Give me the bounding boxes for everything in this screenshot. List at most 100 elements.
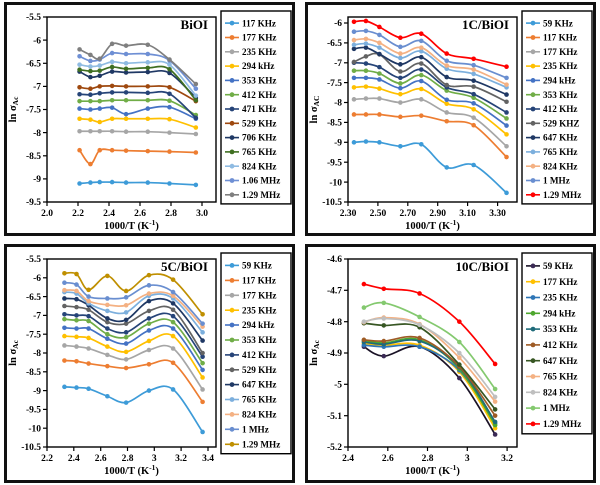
y-tick-label: -9.5 — [327, 158, 342, 168]
marker-647-khz — [105, 316, 110, 321]
legend-item-177-khz: 177 KHz — [526, 47, 577, 57]
marker-1-29-mhz — [351, 19, 357, 25]
marker-824-khz — [145, 60, 151, 65]
marker-294-khz — [504, 123, 509, 128]
series-line-59-khz — [353, 140, 508, 194]
marker-412-khz — [418, 67, 424, 72]
legend-marker — [229, 49, 235, 55]
x-tick-label: 2.6 — [134, 209, 146, 219]
series-line-59-khz — [63, 385, 204, 433]
marker-294-khz — [200, 367, 205, 373]
marker-235-khz — [74, 334, 79, 340]
legend-item-647-khz: 647 KHz — [526, 356, 577, 366]
legend-marker — [530, 342, 536, 348]
marker-1-mhz — [492, 386, 498, 392]
marker-1-mhz — [86, 294, 91, 299]
marker-294-khz — [62, 325, 67, 331]
marker-1-mhz — [377, 32, 382, 38]
legend-item-294-khz: 294 kHz — [526, 308, 575, 318]
marker-529-khz — [74, 304, 79, 310]
legend-label: 412 KHz — [242, 90, 276, 100]
series-line-353-khz — [78, 105, 197, 120]
marker-824-khz — [170, 293, 176, 299]
marker-412-khz — [471, 91, 476, 97]
marker-529-khz — [62, 303, 67, 309]
marker-471-khz — [88, 92, 93, 97]
marker-1-29-mhz — [86, 287, 91, 293]
legend-marker — [229, 35, 235, 40]
legend-marker — [229, 149, 235, 155]
legend-item-294-khz: 294 kHz — [225, 320, 274, 330]
marker-412-khz — [109, 97, 115, 103]
marker-294-khz — [88, 117, 93, 122]
legend-item-824-khz: 824 KHz — [225, 161, 276, 171]
marker-529-khz — [145, 84, 151, 89]
marker-117-khz — [363, 112, 369, 117]
legend-marker — [229, 63, 235, 69]
marker-177-khz — [77, 147, 82, 153]
y-tick-label: -7.5 — [26, 106, 41, 116]
x-tick-label: 2.70 — [399, 209, 416, 219]
series-line-235-khz — [78, 130, 197, 135]
marker-353-khz — [77, 106, 82, 111]
legend-marker — [229, 307, 235, 313]
marker-1-29-mhz — [145, 42, 151, 48]
marker-1-29-mhz — [418, 31, 424, 37]
marker-824-khz — [123, 302, 129, 308]
marker-765-khz — [123, 66, 129, 72]
marker-824-khz — [361, 319, 367, 324]
legend-label: 824 KHz — [242, 161, 276, 171]
legend-marker — [229, 382, 235, 387]
marker-177-khz — [62, 343, 67, 348]
marker-177-khz — [398, 100, 403, 105]
marker-765-khz — [123, 310, 129, 315]
legend-item-471-khz: 471 KHz — [225, 104, 276, 114]
legend-label: 765 KHz — [242, 147, 276, 157]
legend-label: 117 KHz — [242, 18, 276, 28]
legend-label: 647 KHz — [543, 356, 577, 366]
x-axis-label: 1000/T (K-1) — [104, 463, 159, 477]
legend-marker — [530, 295, 536, 300]
y-axis-label: ln σAc — [309, 339, 321, 366]
marker-177-khz — [170, 346, 176, 351]
legend-item-235-khz: 235 KHz — [225, 305, 276, 315]
marker-412-khz — [123, 97, 129, 103]
legend-label: 177 KHz — [543, 277, 577, 287]
legend-item-765-khz: 765 KHz — [225, 395, 276, 405]
legend-item-824-khz: 824 KHz — [225, 410, 276, 420]
marker-765-khz — [97, 68, 103, 73]
marker-1-29-mhz — [363, 18, 369, 24]
panel-5c-bioi: -5.5 -6 -6.5 -7 -7.5 -8 -8.5 -9 -9.5 -10 -10.5 2.2 2… — [4, 244, 295, 483]
legend-label: 706 KHz — [242, 133, 276, 143]
marker-412-khz — [417, 335, 422, 341]
marker-353-khz — [504, 116, 509, 121]
legend-item-412-khz: 412 KHz — [225, 350, 276, 360]
marker-353-khz — [109, 105, 115, 110]
marker-647-khz — [471, 78, 476, 83]
marker-1-mhz — [471, 62, 476, 68]
legend-label: 1.29 MHz — [242, 190, 280, 200]
y-tick-label: -9 — [33, 175, 41, 185]
legend-item-1-29-mhz: 1.29 MHz — [225, 190, 280, 200]
legend-label: 353 KHz — [242, 76, 276, 86]
legend-label: 765 KHz — [242, 395, 276, 405]
marker-1-29-mhz — [109, 41, 115, 47]
marker-412-khz — [62, 311, 67, 317]
marker-529-khz — [170, 307, 176, 313]
marker-59-khz — [105, 393, 110, 399]
marker-412-khz — [97, 98, 103, 104]
series-line-117-khz — [63, 359, 204, 403]
legend-label: 117 KHz — [242, 276, 276, 286]
legend-item-706-khz: 706 KHz — [225, 133, 276, 143]
panel-1c-bioi: -6 -6.5 -7 -7.5 -8 -8.5 -9 -9.5 -10 -10.5 2.30 2.50… — [305, 2, 596, 236]
x-tick-label: 2.8 — [422, 454, 434, 464]
marker-765-khz — [444, 66, 450, 72]
legend-marker — [229, 135, 235, 141]
marker-59-khz — [398, 144, 403, 149]
marker-765-khz — [193, 97, 199, 103]
legend-item-529-khz: 529 KHz — [225, 365, 276, 375]
marker-1-mhz — [381, 300, 387, 306]
marker-59-khz — [146, 388, 152, 393]
marker-412-khz — [167, 98, 172, 104]
y-tick-label: -6 — [33, 36, 41, 46]
